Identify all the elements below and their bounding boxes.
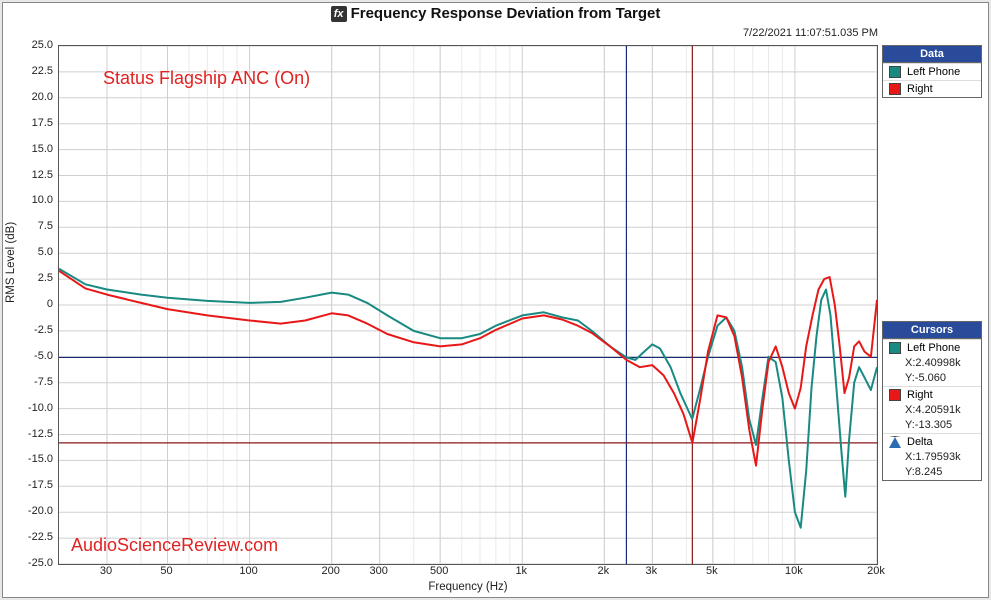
cursor-delta-y: Y:8.245 (883, 465, 981, 480)
cursor-secondary[interactable]: Right (883, 386, 981, 403)
y-tick: -5.0 (3, 350, 53, 362)
data-legend: Data Left Phone Right (882, 45, 982, 98)
x-tick: 20k (867, 565, 885, 577)
y-tick: -7.5 (3, 376, 53, 388)
y-tick: 15.0 (3, 143, 53, 155)
y-tick: 25.0 (3, 39, 53, 51)
cursor-primary-x: X:2.40998k (883, 356, 981, 371)
legend-item-right[interactable]: Right (883, 80, 981, 97)
y-tick: 5.0 (3, 246, 53, 258)
x-tick: 2k (598, 565, 610, 577)
cursor-label: Right (907, 389, 933, 401)
y-tick: 20.0 (3, 91, 53, 103)
y-tick: -10.0 (3, 402, 53, 414)
x-tick: 30 (100, 565, 112, 577)
plot-area (58, 45, 878, 565)
y-tick: -22.5 (3, 531, 53, 543)
data-legend-header: Data (883, 46, 981, 63)
cursor-primary[interactable]: Left Phone (883, 339, 981, 356)
watermark: AudioScienceReview.com (71, 535, 278, 556)
fx-icon: fx (331, 6, 347, 22)
cursor-label: Left Phone (907, 342, 960, 354)
cursor-secondary-x: X:4.20591k (883, 403, 981, 418)
x-tick: 50 (160, 565, 172, 577)
swatch-icon (889, 83, 901, 95)
x-tick: 1k (515, 565, 527, 577)
swatch-icon (889, 342, 901, 354)
x-tick: 100 (239, 565, 257, 577)
cursor-delta: Delta (883, 433, 981, 450)
y-tick: 10.0 (3, 194, 53, 206)
x-tick: 5k (706, 565, 718, 577)
x-axis-label: Frequency (Hz) (58, 581, 878, 593)
cursor-secondary-y: Y:-13.305 (883, 418, 981, 433)
y-tick: 0 (3, 298, 53, 310)
x-tick: 200 (321, 565, 339, 577)
cursor-primary-y: Y:-5.060 (883, 371, 981, 386)
y-tick: 22.5 (3, 65, 53, 77)
swatch-icon (889, 66, 901, 78)
cursor-delta-x: X:1.79593k (883, 450, 981, 465)
y-tick: -15.0 (3, 453, 53, 465)
chart-title: fxFrequency Response Deviation from Targ… (3, 5, 988, 22)
y-tick: 2.5 (3, 272, 53, 284)
cursors-legend-header: Cursors (883, 322, 981, 339)
legend-label: Right (907, 83, 933, 95)
y-tick: -20.0 (3, 505, 53, 517)
timestamp: 7/22/2021 11:07:51.035 PM (743, 27, 878, 39)
x-tick: 10k (785, 565, 803, 577)
y-tick: -12.5 (3, 428, 53, 440)
y-tick: 12.5 (3, 169, 53, 181)
swatch-icon (889, 389, 901, 401)
legend-item-left[interactable]: Left Phone (883, 63, 981, 80)
y-tick: 17.5 (3, 117, 53, 129)
delta-label: Delta (907, 436, 933, 448)
y-tick: -2.5 (3, 324, 53, 336)
x-tick: 500 (430, 565, 448, 577)
y-tick: -17.5 (3, 479, 53, 491)
chart-frame: fxFrequency Response Deviation from Targ… (2, 2, 989, 598)
x-tick: 3k (646, 565, 658, 577)
overlay-title: Status Flagship ANC (On) (103, 68, 310, 89)
y-axis-label: RMS Level (dB) (5, 222, 17, 303)
cursors-legend: Cursors Left Phone X:2.40998k Y:-5.060 R… (882, 321, 982, 481)
legend-label: Left Phone (907, 66, 960, 78)
y-tick: -25.0 (3, 557, 53, 569)
y-tick: 7.5 (3, 220, 53, 232)
x-tick: 300 (369, 565, 387, 577)
chart-title-text: Frequency Response Deviation from Target (351, 5, 661, 22)
delta-icon (889, 436, 901, 448)
